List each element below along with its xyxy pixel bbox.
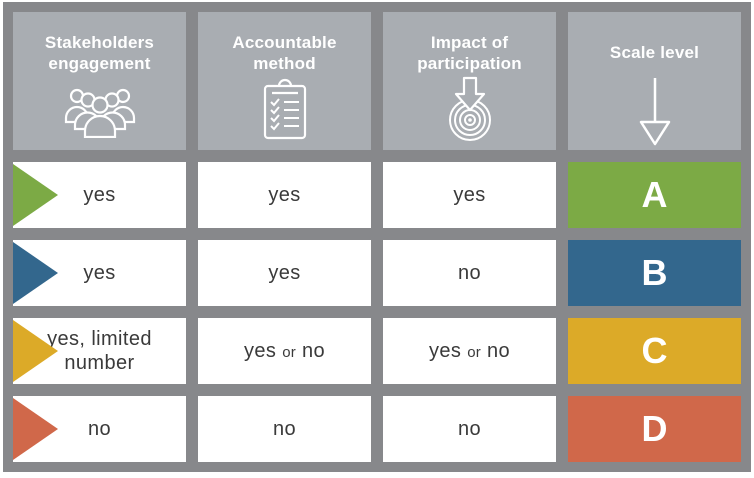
scale-level-letter: A xyxy=(641,174,668,215)
scale-level-cell-d: D xyxy=(568,396,741,462)
column-header-scale-level: Scale level xyxy=(568,12,741,150)
scale-level-cell-a: A xyxy=(568,162,741,228)
scale-level-letter: B xyxy=(641,252,668,293)
column-header-impact-of-participation: Impact of participation xyxy=(383,12,556,150)
cell-value: yes, limited number xyxy=(47,328,152,374)
column-header-stakeholders-engagement: Stakeholders engagement xyxy=(13,12,186,150)
accountable-cell-row-c: yes or no xyxy=(198,318,371,384)
clipboard-checklist-icon xyxy=(259,76,311,150)
impact-cell-row-c: yes or no xyxy=(383,318,556,384)
column-header-accountable-method: Accountable method xyxy=(198,12,371,150)
impact-cell-row-a: yes xyxy=(383,162,556,228)
cell-value: yes xyxy=(83,184,116,206)
scale-level-letter: D xyxy=(641,408,668,449)
column-title: Impact of participation xyxy=(417,32,522,73)
cell-value: yes xyxy=(453,184,486,206)
cell-value: yes xyxy=(83,262,116,284)
scale-level-letter: C xyxy=(641,330,668,371)
impact-cell-row-d: no xyxy=(383,396,556,462)
scale-level-cell-c: C xyxy=(568,318,741,384)
accountable-cell-row-d: no xyxy=(198,396,371,462)
cell-value: no xyxy=(272,418,297,440)
cell-value: yes xyxy=(268,184,301,206)
accountable-cell-row-a: yes xyxy=(198,162,371,228)
cell-value: no xyxy=(457,418,482,440)
cell-value: no xyxy=(457,262,482,284)
stakeholders-cell-row-d: no xyxy=(13,396,186,462)
stakeholders-cell-row-b: yes xyxy=(13,240,186,306)
column-title: Scale level xyxy=(609,43,700,63)
cell-value: no xyxy=(87,418,112,440)
impact-cell-row-b: no xyxy=(383,240,556,306)
stakeholders-cell-row-c: yes, limited number xyxy=(13,318,186,384)
cell-value: yes xyxy=(268,262,301,284)
cell-value: yes or no xyxy=(428,340,511,362)
column-title: Accountable method xyxy=(232,32,337,73)
stakeholders-cell-row-a: yes xyxy=(13,162,186,228)
column-title: Stakeholders engagement xyxy=(44,32,155,73)
down-arrow-icon xyxy=(633,76,677,154)
cell-value: yes or no xyxy=(243,340,326,362)
target-impact-icon xyxy=(434,76,506,150)
scale-level-cell-b: B xyxy=(568,240,741,306)
row-b-arrow-marker xyxy=(13,241,58,305)
row-a-arrow-marker xyxy=(13,163,58,227)
people-group-icon xyxy=(62,76,138,150)
accountable-cell-row-b: yes xyxy=(198,240,371,306)
table-frame: Stakeholders engagement xyxy=(3,2,751,472)
row-d-arrow-marker xyxy=(13,397,58,461)
